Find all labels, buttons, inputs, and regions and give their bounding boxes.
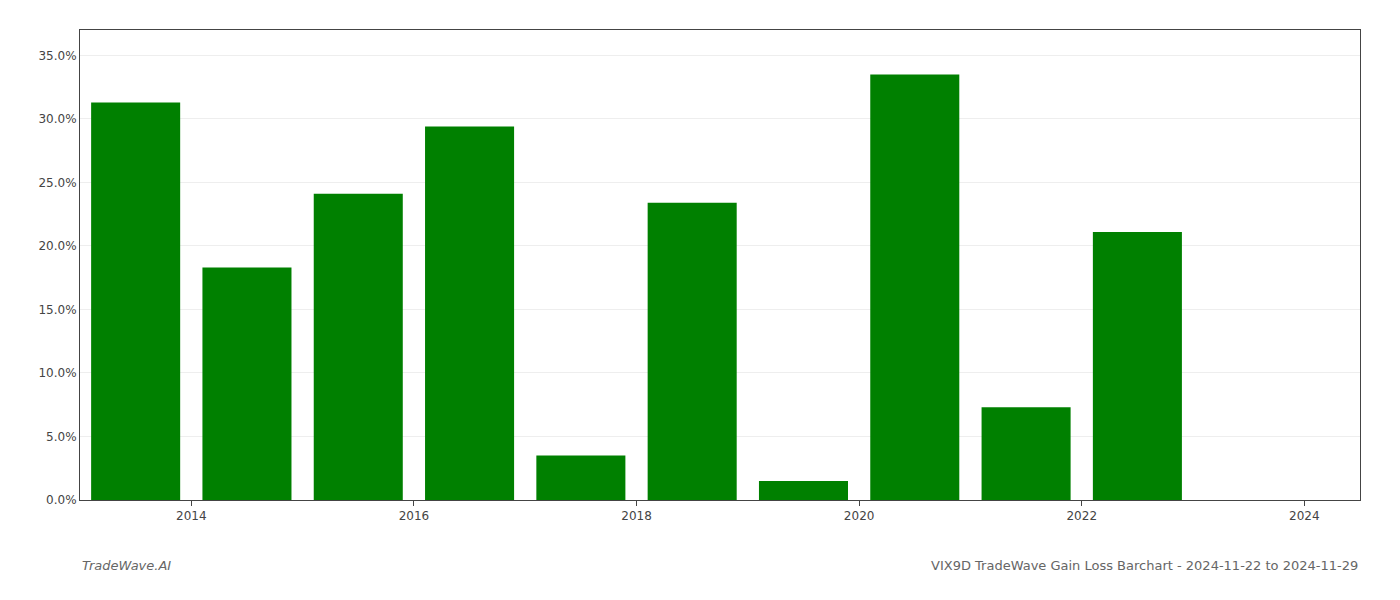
- svg-text:10.0%: 10.0%: [38, 366, 76, 380]
- svg-text:2024: 2024: [1289, 509, 1320, 523]
- svg-text:35.0%: 35.0%: [38, 49, 76, 63]
- svg-text:TradeWave.AI: TradeWave.AI: [82, 558, 171, 573]
- svg-text:20.0%: 20.0%: [38, 239, 76, 253]
- svg-text:2022: 2022: [1066, 509, 1097, 523]
- svg-text:0.0%: 0.0%: [46, 493, 77, 507]
- svg-text:30.0%: 30.0%: [38, 112, 76, 126]
- svg-text:VIX9D TradeWave Gain Loss Barc: VIX9D TradeWave Gain Loss Barchart - 202…: [931, 558, 1358, 573]
- svg-text:5.0%: 5.0%: [46, 430, 77, 444]
- svg-text:15.0%: 15.0%: [38, 303, 76, 317]
- svg-text:25.0%: 25.0%: [38, 176, 76, 190]
- svg-text:2020: 2020: [844, 509, 875, 523]
- svg-text:2016: 2016: [399, 509, 430, 523]
- svg-text:2018: 2018: [621, 509, 652, 523]
- svg-text:2014: 2014: [176, 509, 207, 523]
